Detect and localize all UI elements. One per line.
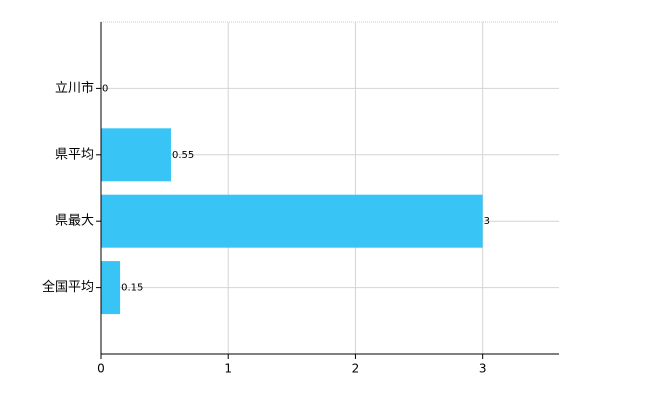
y-tick-label: 立川市 (55, 80, 94, 96)
x-tick-label: 0 (97, 362, 105, 376)
value-label: 0 (102, 83, 108, 94)
bar (101, 194, 483, 248)
y-tick-label: 全国平均 (42, 279, 94, 295)
bar (101, 261, 121, 315)
value-label: 3 (484, 216, 490, 227)
y-tick-label: 県最大 (55, 214, 94, 229)
x-tick-label: 3 (479, 362, 487, 376)
value-label: 0.15 (121, 283, 143, 294)
y-tick-label: 県平均 (55, 147, 94, 162)
x-tick-label: 1 (224, 362, 232, 376)
value-label: 0.55 (172, 150, 194, 161)
bar (101, 128, 171, 182)
x-tick-label: 2 (352, 362, 360, 376)
